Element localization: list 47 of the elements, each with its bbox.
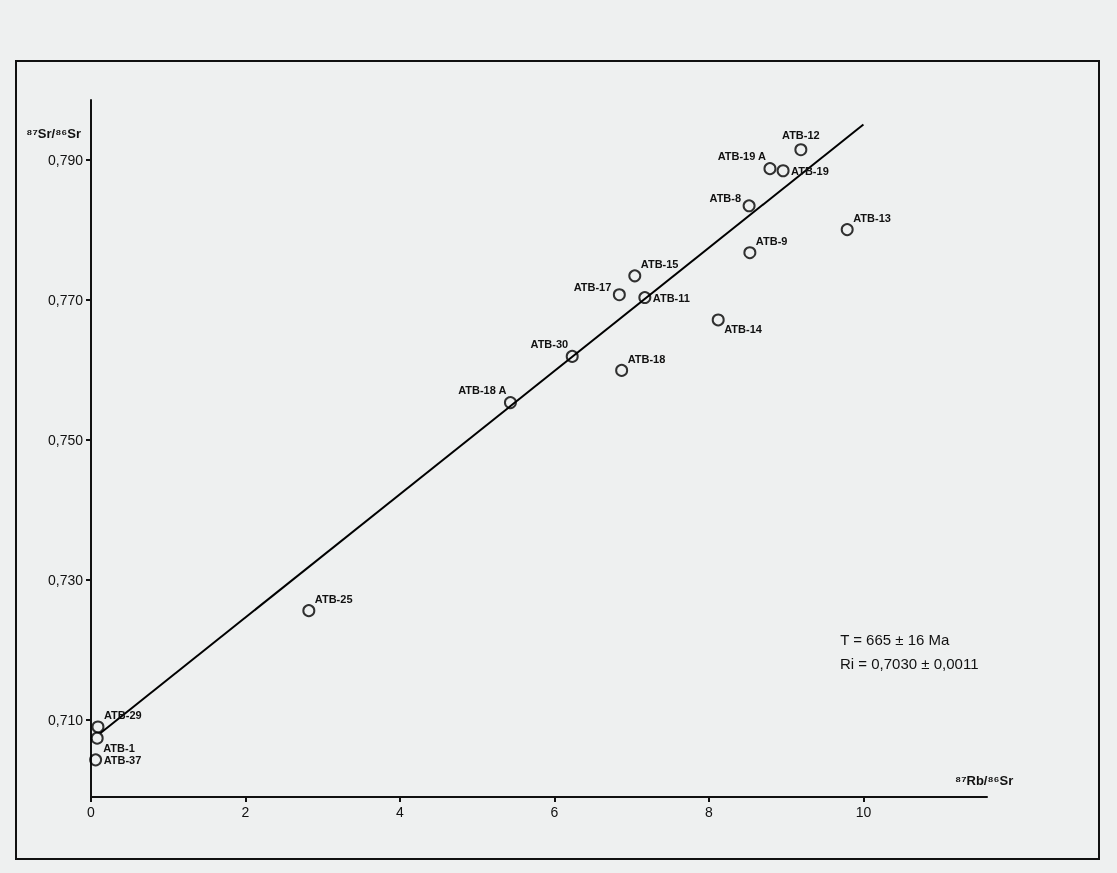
point: [638, 291, 652, 305]
x-tick-label: 10: [855, 804, 872, 820]
y-tick-label: 0,710: [47, 711, 84, 728]
point: [711, 313, 725, 327]
point: [743, 246, 757, 260]
annotation: Ri = 0,7030 ± 0,0011: [839, 655, 979, 672]
annotation: ATB-17: [573, 281, 612, 294]
x-tick-label: 2: [241, 804, 250, 820]
annotation: ATB-30: [530, 337, 569, 350]
annotation: ATB-12: [782, 129, 820, 142]
point: [503, 396, 517, 410]
annotation: ATB-19 A: [717, 150, 767, 163]
y-tick-label: 0,730: [47, 571, 84, 588]
annotation: T = 665 ± 16 Ma: [840, 631, 951, 648]
point: [612, 288, 626, 302]
annotation: ATB-11: [652, 291, 690, 304]
x-tick-label: 4: [396, 804, 405, 820]
annotation: ATB-18: [627, 352, 666, 365]
y-tick-label: 0,790: [47, 151, 84, 168]
x-axis-title: ⁸⁷Rb/⁸⁶Sr: [955, 773, 1014, 788]
point: [794, 143, 808, 157]
point: [91, 720, 105, 734]
annotation: ATB-37: [103, 753, 142, 766]
point: [776, 164, 790, 178]
annotation: ATB-25: [314, 593, 353, 606]
y-tick-label: 0,770: [47, 291, 84, 308]
annotation: ATB-13: [853, 212, 891, 225]
point: [89, 753, 103, 767]
point: [90, 731, 104, 745]
point: [302, 604, 316, 618]
x-tick-label: 0: [87, 804, 96, 820]
point: [565, 349, 579, 363]
y-axis-title: ⁸⁷Sr/⁸⁶Sr: [26, 126, 81, 141]
point: [840, 223, 854, 237]
annotation: ATB-9: [755, 235, 788, 248]
annotation: ATB-15: [640, 258, 679, 271]
point: [763, 162, 777, 176]
annotation: ATB-14: [724, 323, 763, 336]
point: [615, 363, 629, 377]
annotation: ATB-1: [103, 741, 135, 754]
x-tick-label: 6: [550, 804, 559, 820]
point: [742, 199, 756, 213]
annotation: ATB-8: [709, 192, 742, 205]
annotation: ATB-18 A: [458, 384, 507, 397]
x-tick-label: 8: [705, 804, 714, 820]
y-tick-label: 0,750: [47, 431, 84, 448]
point: [628, 269, 642, 283]
